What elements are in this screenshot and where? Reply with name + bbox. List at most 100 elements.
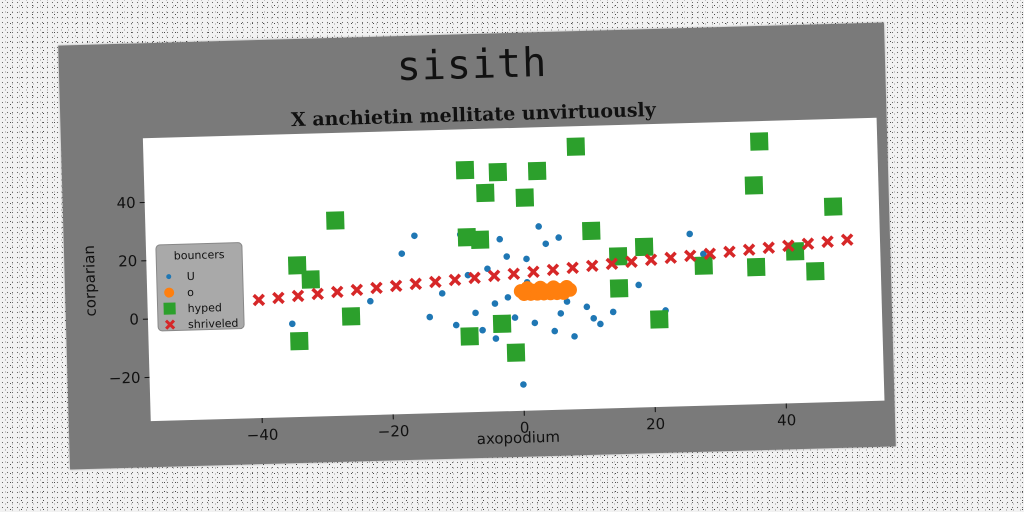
series-2-point-5	[476, 183, 495, 203]
series-3-point-27	[782, 239, 795, 253]
y-axis-ticks: −20 0 20 40	[109, 194, 150, 388]
series-0-point-23	[583, 303, 591, 311]
series-2-point-17	[609, 279, 629, 298]
legend: bouncers Uo hyped shriveled	[155, 242, 245, 332]
series-0-point-36	[491, 300, 499, 307]
series-0-point-24	[597, 320, 604, 328]
series-3-point-21	[664, 251, 678, 265]
series-2-point-9	[823, 197, 843, 216]
y-tick-label-1: 0	[129, 310, 139, 328]
legend-label-3: shriveled	[188, 317, 239, 331]
series-3-point-9	[429, 275, 442, 289]
series-0-point-25	[609, 308, 617, 316]
legend-label-1: o	[187, 286, 194, 299]
x-tick-label-0: −40	[247, 426, 279, 445]
series-0-point-37	[523, 255, 530, 263]
series-0-point-34	[590, 315, 598, 322]
series-0-point-16	[531, 319, 539, 327]
legend-title: bouncers	[174, 248, 225, 262]
y-tick-label-2: 20	[118, 252, 138, 271]
series-0-point-9	[484, 265, 491, 273]
plot-area	[142, 117, 885, 422]
series-0-point-8	[479, 326, 486, 334]
series-2-point-0	[455, 160, 475, 180]
series-3-point-23	[703, 247, 717, 261]
series-0-point-21	[563, 298, 571, 305]
series-0-point-18	[542, 240, 550, 248]
series-2-point-25	[492, 314, 512, 334]
x-tick-label-4: 40	[777, 411, 797, 430]
series-3-point-14	[527, 265, 540, 279]
series-3-point-3	[311, 287, 325, 301]
series-3-point-12	[487, 269, 501, 283]
series-2-point-20	[746, 257, 766, 277]
series-2-point-23	[341, 307, 361, 326]
series-2-point-4	[749, 132, 769, 151]
series-2-point-13	[634, 237, 654, 257]
x-axis-ticks: −40 −20 0 20 40	[247, 403, 797, 445]
legend-marker-3	[164, 319, 176, 330]
series-0-point-5	[452, 321, 460, 329]
series-2-point-3	[566, 137, 586, 156]
series-2-point-8	[326, 211, 345, 230]
series-3-point-19	[625, 255, 638, 269]
series-0-point-10	[492, 335, 500, 342]
series-0-point-4	[438, 290, 446, 297]
series-3-point-2	[291, 289, 305, 303]
series-0-point-22	[571, 333, 578, 340]
legend-items: Uo hyped shriveled	[163, 270, 239, 331]
series-0-point-3	[426, 313, 434, 321]
series-0-point-11	[496, 235, 504, 243]
series-3-point-26	[762, 241, 776, 255]
series-2-point-6	[744, 176, 764, 195]
series-0-point-28	[686, 230, 693, 238]
series-2-point-24	[290, 331, 309, 351]
series-0-point-7	[472, 309, 479, 317]
series-1-point-15	[562, 282, 577, 297]
legend-label-2: hyped	[187, 301, 222, 315]
series-2-point-19	[694, 256, 713, 275]
series-3-point-20	[644, 253, 658, 267]
series-2-point-1	[488, 162, 508, 182]
series-2-point-27	[506, 343, 526, 362]
series-2-point-12	[582, 221, 601, 241]
series-0-point-13	[511, 314, 519, 321]
series-0-point-2	[398, 250, 406, 257]
series-2-point-7	[515, 188, 535, 207]
series-3-point-13	[507, 267, 521, 281]
x-tick-label-2: 0	[520, 419, 530, 437]
series-0-point-17	[535, 223, 542, 230]
series-0-point-29	[700, 250, 707, 258]
series-2-point-26	[460, 327, 479, 346]
series-0-point-12	[503, 253, 511, 260]
series-3-point-28	[801, 237, 815, 251]
series-2-point-11	[470, 230, 490, 250]
series-3-point-6	[370, 281, 383, 295]
series-0-point-19	[551, 327, 559, 335]
series-3-point-10	[448, 273, 462, 287]
series-3-point-24	[723, 245, 736, 259]
series-3-point-7	[389, 279, 403, 293]
series-0-point-35	[557, 310, 565, 317]
series-3-point-11	[468, 271, 481, 285]
series-0-point-1	[367, 297, 374, 305]
x-axis-label: axopodium	[476, 428, 560, 448]
series-3-point-1	[272, 291, 285, 305]
series-3-point-30	[840, 233, 854, 247]
chart-svg: −40 −20 0 20 40 −20 0 20 40 axopodium corparian…	[80, 117, 885, 448]
chart-figure: sisith X anchietin mellitate unvirtuousl…	[58, 22, 896, 470]
legend-box	[155, 242, 245, 332]
y-tick-label-3: 40	[116, 194, 136, 213]
series-3-point-25	[742, 243, 756, 257]
legend-marker-2	[163, 302, 176, 315]
series-3-point-29	[821, 235, 834, 249]
x-tick-label-1: −20	[378, 422, 410, 441]
series-2-point-2	[527, 161, 547, 181]
series-1-point-14	[517, 287, 532, 302]
series-3-point-16	[566, 261, 579, 275]
series-3-point-5	[350, 283, 364, 297]
series-3-point-22	[683, 249, 697, 263]
series-0-point-30	[411, 232, 418, 240]
legend-label-0: U	[187, 270, 195, 283]
series-2-point-16	[301, 270, 320, 289]
